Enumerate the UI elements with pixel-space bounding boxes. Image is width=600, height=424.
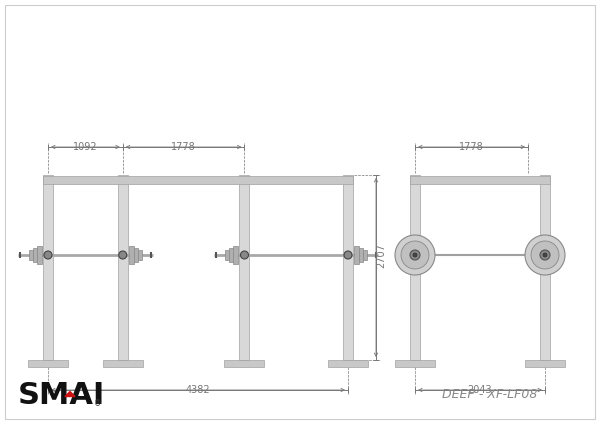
Bar: [28, 360, 68, 367]
Bar: [540, 175, 550, 360]
Text: 2043: 2043: [467, 385, 493, 395]
Bar: [410, 175, 420, 360]
Circle shape: [241, 251, 248, 259]
Bar: [363, 250, 367, 260]
Text: SMAI: SMAI: [18, 380, 106, 410]
Text: 1778: 1778: [171, 142, 196, 152]
Text: 4382: 4382: [185, 385, 211, 395]
Bar: [359, 248, 363, 262]
Circle shape: [525, 235, 565, 275]
Bar: [118, 175, 128, 360]
Circle shape: [543, 253, 547, 257]
Bar: [138, 250, 142, 260]
Text: 2707: 2707: [376, 243, 386, 268]
Bar: [134, 248, 138, 262]
Bar: [29, 250, 33, 260]
Bar: [525, 360, 565, 367]
Bar: [354, 246, 359, 264]
Text: DEEP - XF-LF08: DEEP - XF-LF08: [442, 388, 538, 402]
Text: 1778: 1778: [459, 142, 484, 152]
Circle shape: [395, 235, 435, 275]
Bar: [229, 248, 233, 262]
Bar: [129, 246, 134, 264]
Bar: [103, 360, 143, 367]
Text: 1092: 1092: [73, 142, 98, 152]
Bar: [33, 248, 37, 262]
Bar: [43, 175, 53, 360]
Bar: [233, 246, 238, 264]
Bar: [239, 175, 250, 360]
Bar: [410, 176, 550, 184]
Bar: [395, 360, 435, 367]
Bar: [37, 246, 42, 264]
Circle shape: [119, 251, 127, 259]
Circle shape: [531, 241, 559, 269]
Circle shape: [540, 250, 550, 260]
Polygon shape: [65, 391, 75, 396]
Circle shape: [344, 251, 352, 259]
Circle shape: [413, 253, 417, 257]
Circle shape: [401, 241, 429, 269]
Bar: [43, 176, 353, 184]
Circle shape: [44, 251, 52, 259]
Bar: [328, 360, 368, 367]
Text: ®: ®: [94, 399, 102, 408]
Bar: [343, 175, 353, 360]
Bar: [224, 360, 265, 367]
Circle shape: [410, 250, 420, 260]
Bar: [226, 250, 229, 260]
